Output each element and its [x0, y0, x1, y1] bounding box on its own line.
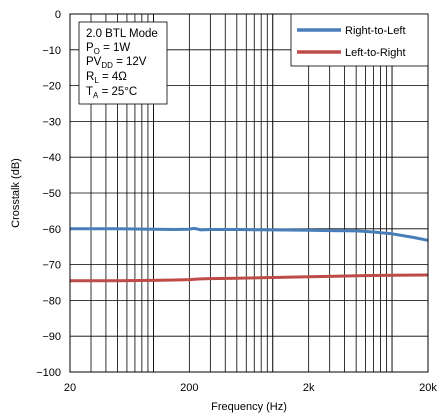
- y-tick-labels: 0 −10 −20 −30 −40 −50 −60 −70 −80 −90 −100: [36, 9, 61, 379]
- legend-label-right-to-left: Right-to-Left: [345, 25, 406, 37]
- x-axis-label: Frequency (Hz): [211, 401, 287, 413]
- legend-frame: [290, 13, 429, 67]
- y-axis-label: Crosstalk (dB): [10, 158, 22, 228]
- y-tick-label: −60: [42, 224, 61, 236]
- mode-label: 2.0 BTL Mode: [86, 28, 158, 40]
- x-tick-label: 20: [64, 382, 76, 394]
- conditions-box: 2.0 BTL Mode PO = 1W PVDD = 12V RL = 4Ω …: [78, 21, 168, 105]
- ta-condition: TA = 25°C: [86, 86, 137, 100]
- legend-label-left-to-right: Left-to-Right: [345, 47, 406, 59]
- y-tick-label: −100: [36, 367, 61, 379]
- series-layer: [70, 226, 429, 283]
- y-tick-label: −30: [42, 116, 61, 128]
- x-tick-label: 2k: [303, 382, 315, 394]
- legend: Right-to-Left Left-to-Right: [290, 13, 429, 67]
- x-tick-label: 20k: [419, 382, 437, 394]
- y-tick-label: 0: [55, 9, 61, 21]
- rl-condition: RL = 4Ω: [86, 71, 127, 85]
- pvdd-condition: PVDD = 12V: [86, 56, 147, 70]
- series-line-left-to-right: [70, 273, 429, 283]
- y-tick-label: −70: [42, 260, 61, 272]
- x-tick-labels: 20 200 2k 20k: [64, 382, 437, 394]
- po-condition: PO = 1W: [86, 42, 130, 56]
- series-line-right-to-left: [70, 226, 429, 242]
- y-tick-label: −50: [42, 188, 61, 200]
- y-tick-label: −90: [42, 331, 61, 343]
- x-tick-label: 200: [180, 382, 198, 394]
- conditions-box-frame: [78, 21, 168, 105]
- plot-frame: [69, 13, 429, 373]
- y-tick-label: −10: [42, 45, 61, 57]
- y-tick-label: −80: [42, 295, 61, 307]
- y-tick-label: −20: [42, 81, 61, 93]
- y-tick-label: −40: [42, 152, 61, 164]
